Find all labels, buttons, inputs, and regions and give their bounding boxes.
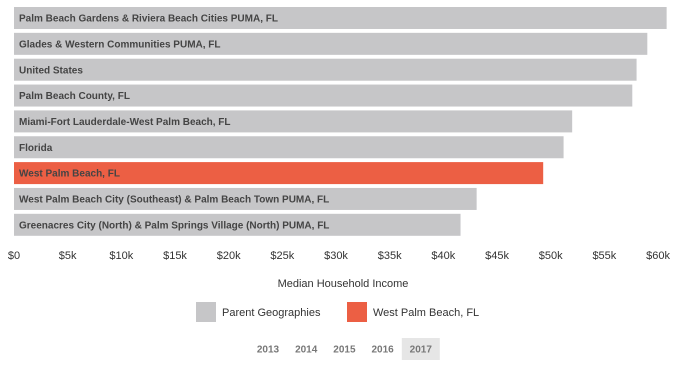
legend-swatch bbox=[347, 302, 367, 322]
x-tick-label: $5k bbox=[59, 250, 77, 262]
bar-label: United States bbox=[19, 65, 83, 76]
bar-label: Palm Beach Gardens & Riviera Beach Citie… bbox=[19, 14, 278, 25]
year-button[interactable]: 2015 bbox=[333, 345, 356, 356]
bar bbox=[14, 213, 461, 236]
bar bbox=[14, 84, 633, 107]
bar-label: West Palm Beach City (Southeast) & Palm … bbox=[19, 195, 329, 206]
bar bbox=[14, 110, 573, 133]
year-button[interactable]: 2013 bbox=[257, 345, 280, 356]
bar bbox=[14, 136, 564, 159]
year-button[interactable]: 2014 bbox=[295, 345, 318, 356]
bar bbox=[14, 32, 648, 55]
legend-label: Parent Geographies bbox=[222, 307, 321, 319]
bar-label: Glades & Western Communities PUMA, FL bbox=[19, 39, 221, 50]
bar-label: Palm Beach County, FL bbox=[19, 91, 130, 102]
legend-label: West Palm Beach, FL bbox=[373, 307, 479, 319]
legend-swatch bbox=[196, 302, 216, 322]
bar bbox=[14, 187, 477, 210]
x-axis-title: Median Household Income bbox=[278, 278, 409, 290]
bar-label: Miami-Fort Lauderdale-West Palm Beach, F… bbox=[19, 117, 231, 128]
bar-label: Greenacres City (North) & Palm Springs V… bbox=[19, 220, 329, 231]
year-selected-bg bbox=[401, 338, 440, 360]
x-tick-label: $50k bbox=[539, 250, 563, 262]
x-tick-label: $30k bbox=[324, 250, 348, 262]
x-tick-label: $35k bbox=[378, 250, 402, 262]
bar bbox=[14, 58, 637, 81]
bar-label: West Palm Beach, FL bbox=[19, 169, 120, 180]
x-tick-label: $0 bbox=[8, 250, 20, 262]
x-tick-label: $60k bbox=[646, 250, 670, 262]
x-tick-label: $45k bbox=[485, 250, 509, 262]
year-button[interactable]: 2017 bbox=[410, 345, 433, 356]
bar-label: Florida bbox=[19, 143, 53, 154]
bar bbox=[14, 162, 544, 185]
x-tick-label: $20k bbox=[217, 250, 241, 262]
x-tick-label: $10k bbox=[109, 250, 133, 262]
bar bbox=[14, 7, 667, 29]
year-button[interactable]: 2016 bbox=[371, 345, 394, 356]
x-tick-label: $15k bbox=[163, 250, 187, 262]
x-tick-label: $25k bbox=[270, 250, 294, 262]
x-tick-label: $40k bbox=[431, 250, 455, 262]
x-tick-label: $55k bbox=[592, 250, 616, 262]
